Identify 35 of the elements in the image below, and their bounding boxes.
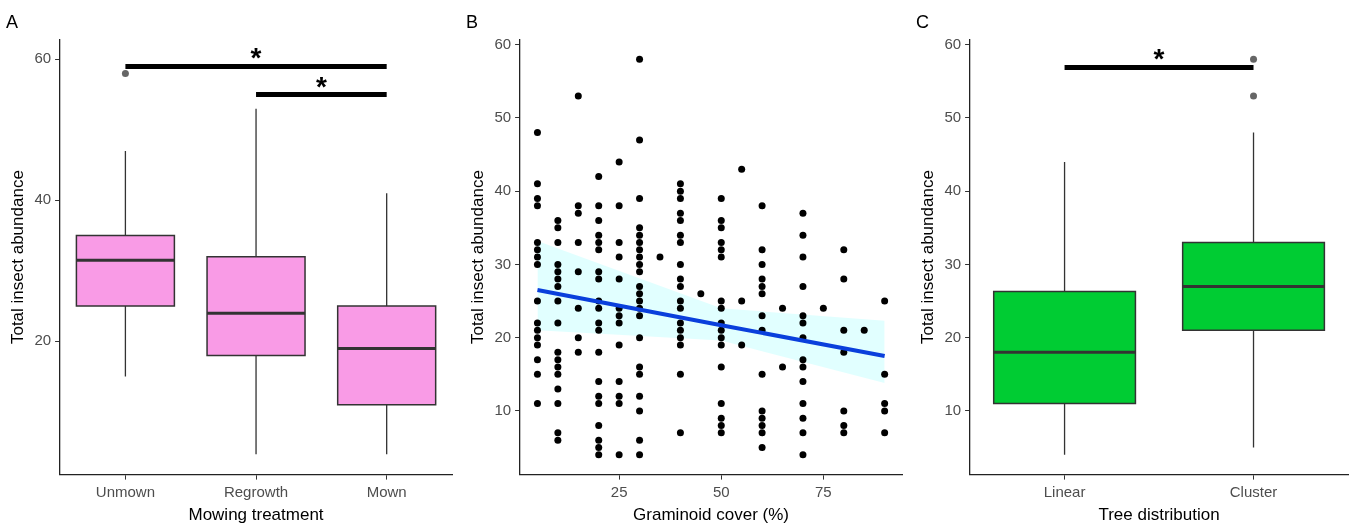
y-tick-label: 40 — [494, 181, 512, 199]
x-tick-label: Mown — [366, 482, 407, 500]
y-axis-title: Total insect abundance — [467, 170, 487, 345]
y-tick-label: 10 — [494, 401, 512, 419]
y-tick-label: 50 — [944, 108, 962, 126]
annotation: * — [315, 70, 327, 102]
y-tick-label: 40 — [944, 181, 962, 199]
chart-title: A — [6, 11, 19, 32]
y-tick-label: 20 — [494, 327, 512, 345]
x-tick-label: Linear — [1043, 482, 1086, 500]
y-tick-label: 40 — [34, 190, 52, 208]
x-tick-label: Cluster — [1229, 482, 1278, 500]
x-axis-title: Tree distribution — [1098, 505, 1220, 525]
chart-title: B — [466, 11, 479, 32]
y-axis-title: Total insect abundance — [917, 170, 937, 345]
y-tick-label: 60 — [944, 34, 962, 52]
x-tick-label: 50 — [712, 482, 730, 500]
x-axis-title: Mowing treatment — [188, 505, 324, 525]
x-tick-label: Regrowth — [223, 482, 289, 500]
y-tick-label: 30 — [494, 254, 512, 272]
x-tick-label: 25 — [610, 482, 628, 500]
x-tick-label: Unmown — [95, 482, 155, 500]
y-tick-label: 30 — [944, 254, 962, 272]
y-tick-label: 20 — [34, 331, 52, 349]
y-tick-label: 50 — [494, 108, 512, 126]
y-tick-label: 60 — [34, 49, 52, 67]
annotation: * — [1153, 43, 1165, 75]
y-tick-label: 10 — [944, 401, 962, 419]
x-axis-title: Graminoid cover (%) — [633, 505, 789, 525]
y-tick-label: 20 — [944, 327, 962, 345]
y-axis-title: Total insect abundance — [7, 170, 27, 345]
chart-title: C — [916, 11, 929, 32]
annotation: * — [250, 42, 262, 74]
x-tick-label: 75 — [815, 482, 832, 500]
y-tick-label: 60 — [494, 34, 512, 52]
